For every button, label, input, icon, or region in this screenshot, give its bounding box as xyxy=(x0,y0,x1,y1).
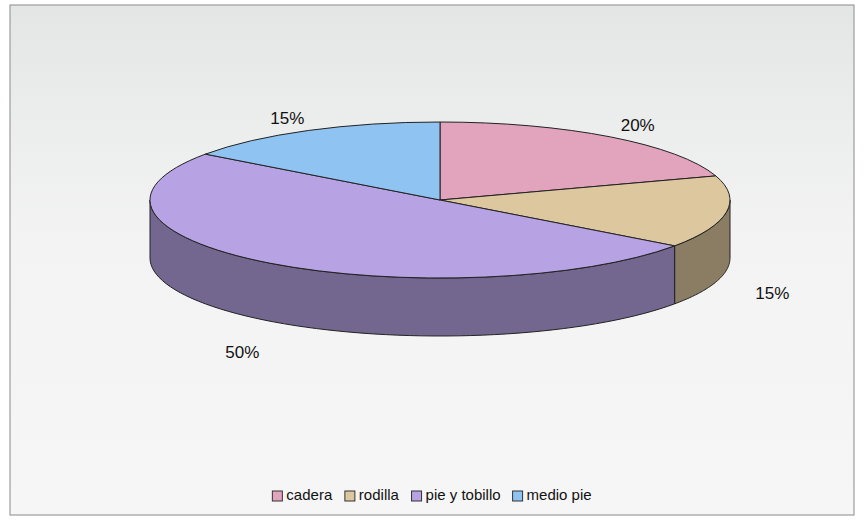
pie-top xyxy=(150,122,730,278)
data-labels: 20% 15% 50% 15% xyxy=(225,109,789,362)
legend-label: pie y tobillo xyxy=(426,486,501,503)
legend-swatch xyxy=(513,491,523,501)
pie-marks xyxy=(150,122,730,336)
data-label: 20% xyxy=(621,116,655,135)
legend-swatch xyxy=(412,491,422,501)
legend-item: cadera xyxy=(272,486,333,503)
chart: 20% 15% 50% 15% cadera rodilla pie y tobillo me… xyxy=(0,0,864,521)
data-label: 50% xyxy=(225,343,259,362)
data-label: 15% xyxy=(270,109,304,128)
legend-label: rodilla xyxy=(359,486,400,503)
legend-item: medio pie xyxy=(513,486,592,503)
legend: cadera rodilla pie y tobillo medio pie xyxy=(272,486,591,503)
chart-frame xyxy=(10,5,854,515)
legend-item: rodilla xyxy=(345,486,400,503)
data-label: 15% xyxy=(755,284,789,303)
legend-item: pie y tobillo xyxy=(412,486,501,503)
pie-slice xyxy=(205,122,440,200)
legend-label: medio pie xyxy=(527,486,592,503)
legend-label: cadera xyxy=(286,486,333,503)
legend-swatch xyxy=(272,491,282,501)
legend-swatch xyxy=(345,491,355,501)
